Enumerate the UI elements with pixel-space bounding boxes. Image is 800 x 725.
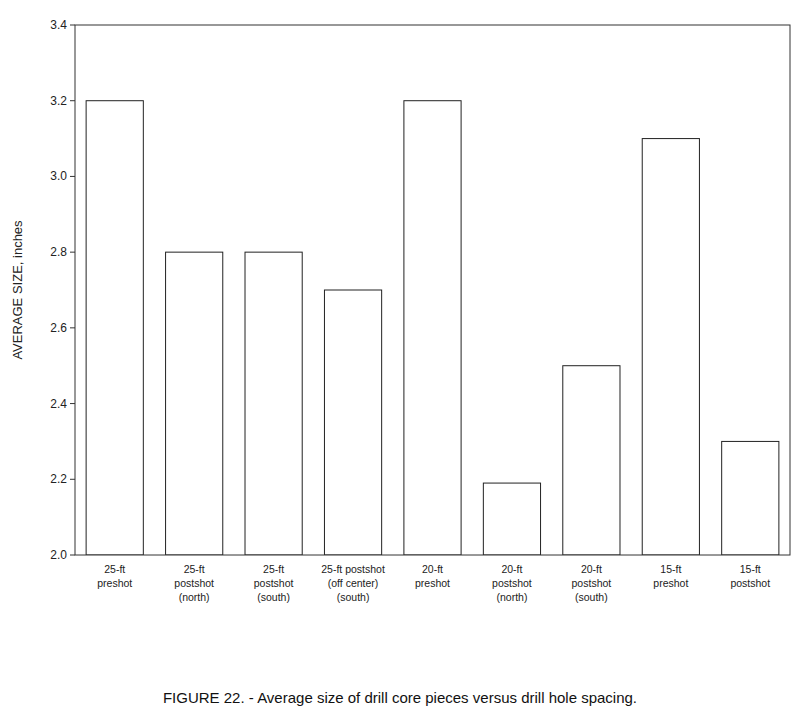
y-tick — [70, 25, 75, 26]
x-tick-label: 25-ftpreshot — [97, 563, 132, 589]
y-tick-label: 2.4 — [50, 397, 67, 411]
y-tick — [70, 176, 75, 177]
bar — [324, 290, 381, 555]
bar — [166, 252, 223, 555]
x-tick-label: 20-ftpostshot(south) — [572, 563, 612, 603]
x-tick-label: 15-ftpreshot — [653, 563, 688, 589]
x-tick-label: 25-ftpostshot(north) — [174, 563, 214, 603]
y-tick — [70, 403, 75, 404]
y-tick — [70, 555, 75, 556]
bars — [86, 101, 779, 555]
caption: FIGURE 22. - Average size of drill core … — [163, 689, 637, 706]
y-tick — [70, 327, 75, 328]
bar — [86, 101, 143, 555]
y-axis-label: AVERAGE SIZE, inches — [10, 220, 25, 360]
y-tick-label: 3.4 — [50, 18, 67, 32]
plot-frame — [75, 25, 790, 555]
chart: 2.0 2.2 2.4 2.6 2.8 3.0 3.2 3.4 AVERAGE SIZE, in… — [0, 0, 800, 725]
y-tick — [70, 479, 75, 480]
y-tick-label: 2.2 — [50, 472, 67, 486]
bar — [245, 252, 302, 555]
y-tick — [70, 252, 75, 253]
bar — [563, 366, 620, 555]
bar — [722, 441, 779, 555]
x-tick-label: 25-ftpostshot(south) — [254, 563, 294, 603]
x-tick-label: 20-ftpreshot — [415, 563, 450, 589]
bar — [483, 483, 540, 555]
y-tick-label: 3.2 — [50, 94, 67, 108]
x-tick-label: 20-ftpostshot(north) — [492, 563, 532, 603]
bar — [642, 139, 699, 555]
y-tick-label: 2.6 — [50, 321, 67, 335]
x-tick-label: 25-ft postshot(off center)(south) — [321, 563, 385, 603]
y-tick — [70, 100, 75, 101]
y-tick-label: 2.0 — [50, 548, 67, 562]
x-tick-label: 15-ftpostshot — [730, 563, 770, 589]
y-tick-label: 2.8 — [50, 245, 67, 259]
bar — [404, 101, 461, 555]
y-tick-label: 3.0 — [50, 169, 67, 183]
